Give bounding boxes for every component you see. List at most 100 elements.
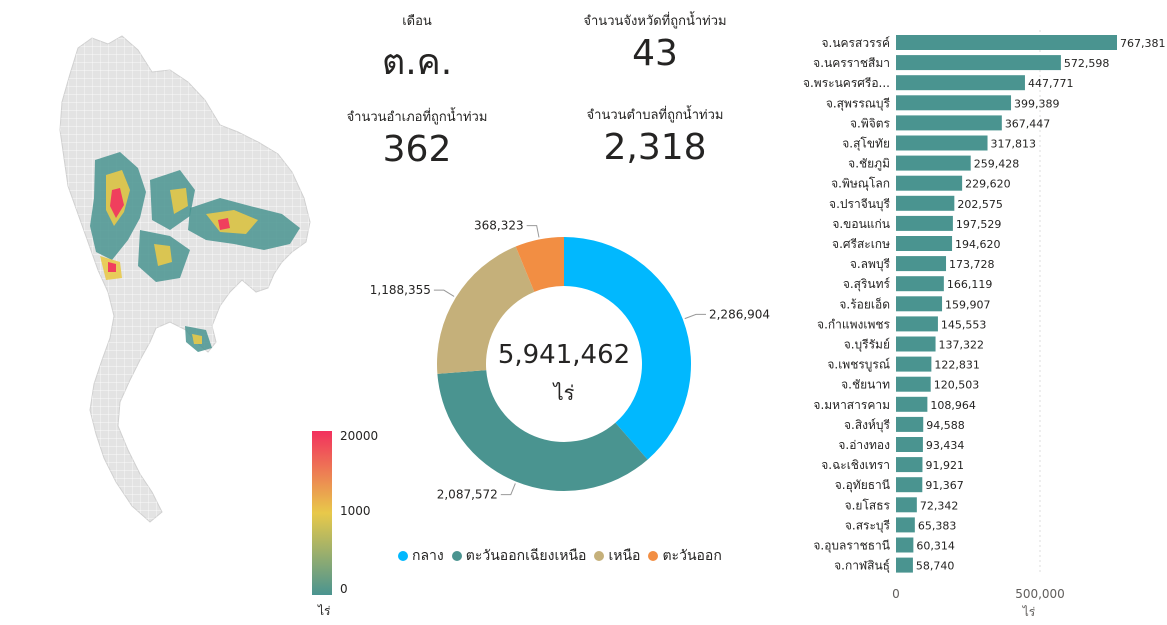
donut-slice[interactable]	[437, 370, 648, 492]
bar[interactable]	[896, 457, 923, 473]
bar[interactable]	[896, 477, 923, 493]
bar[interactable]	[896, 75, 1025, 91]
kpi-month: เดือน ต.ค.	[307, 10, 527, 90]
kpi-provinces-label: จำนวนจังหวัดที่ถูกน้ำท่วม	[583, 14, 727, 29]
bar-category-label: จ.สุพรรณบุรี	[826, 96, 891, 111]
bar-category-label: จ.เพชรบูรณ์	[827, 358, 890, 373]
bar-value-label: 194,620	[955, 238, 1001, 251]
legend-item-east[interactable]: ตะวันออก	[648, 545, 722, 567]
donut-value-label: 368,323	[474, 219, 524, 233]
bar[interactable]	[896, 155, 971, 171]
kpi-subdistricts: จำนวนตำบลที่ถูกน้ำท่วม 2,318	[545, 104, 765, 168]
bar-category-label: จ.ชัยภูมิ	[848, 157, 890, 172]
bar-category-label: จ.นครสวรรค์	[821, 36, 890, 50]
bar-value-label: 317,813	[991, 138, 1037, 151]
donut-labels: 2,286,904 2,087,572 1,188,355 368,323	[370, 219, 770, 502]
legend-dot-north	[594, 551, 605, 561]
bar-value-label: 202,575	[957, 198, 1003, 211]
bar[interactable]	[896, 95, 1012, 111]
bar[interactable]	[896, 256, 947, 272]
kpi-districts-value: 362	[382, 129, 452, 170]
bar-category-label: จ.พระนครศรีอ...	[803, 76, 890, 90]
bar[interactable]	[896, 376, 931, 392]
bar-category-label: จ.นครราชสีมา	[813, 56, 890, 70]
kpi-districts-label: จำนวนอำเภอที่ถูกน้ำท่วม	[346, 110, 488, 125]
bar-category-label: จ.บุรีรัมย์	[844, 338, 890, 353]
kpi-month-value: ต.ค.	[381, 42, 453, 83]
bar[interactable]	[896, 557, 913, 573]
donut-slice[interactable]	[564, 237, 691, 460]
donut-center-unit: ไร่	[552, 381, 575, 405]
bar-value-label: 72,342	[920, 499, 959, 512]
bar[interactable]	[896, 437, 923, 452]
bar-category-label: จ.อุบลราชธานี	[813, 539, 890, 554]
legend-mid-label: 1000	[340, 504, 371, 518]
bar[interactable]	[896, 55, 1061, 71]
bar[interactable]	[896, 316, 938, 332]
bar[interactable]	[896, 135, 988, 151]
bar-category-label: จ.ปราจีนบุรี	[829, 197, 890, 212]
bar[interactable]	[896, 35, 1117, 50]
bar-value-label: 122,831	[934, 359, 980, 372]
bar-category-label: จ.ร้อยเอ็ด	[839, 296, 890, 311]
bar-category-label: จ.ชัยนาท	[841, 378, 890, 392]
bar-category-label: จ.สุรินทร์	[843, 277, 891, 292]
bar-category-label: จ.ศรีสะเกษ	[832, 237, 890, 251]
bar[interactable]	[896, 276, 944, 292]
bar-category-label: จ.พิษณุโลก	[831, 177, 890, 192]
bar[interactable]	[896, 497, 917, 513]
bar-category-label: จ.กาฬสินธุ์	[834, 559, 890, 574]
bar-category-label: จ.สระบุรี	[845, 518, 891, 533]
kpi-provinces-value: 43	[632, 33, 678, 74]
bar-category-label: จ.ขอนแก่น	[832, 217, 890, 231]
legend-dot-east	[648, 551, 659, 561]
bar-value-label: 91,367	[925, 479, 964, 492]
bar[interactable]	[896, 416, 924, 432]
bar-category-label: จ.พิจิตร	[850, 116, 891, 130]
bar-value-label: 94,588	[926, 419, 965, 432]
legend-max-label: 20000	[340, 429, 378, 443]
bar-value-label: 166,119	[947, 278, 993, 291]
legend-item-northeast[interactable]: ตะวันออกเฉียงเหนือ	[451, 545, 587, 567]
bar[interactable]	[896, 296, 943, 312]
donut-leader-line	[684, 313, 706, 320]
bar[interactable]	[896, 396, 928, 412]
kpi-month-label: เดือน	[402, 14, 432, 29]
bar[interactable]	[896, 537, 914, 553]
bar-value-label: 572,598	[1064, 57, 1110, 70]
bar[interactable]	[896, 336, 936, 352]
map-boundaries	[60, 36, 310, 522]
map-color-legend: 20000 1000 0 ไร่	[312, 429, 378, 618]
legend-item-central[interactable]: กลาง	[398, 545, 444, 567]
bar-xtick-1: 500,000	[1015, 587, 1065, 601]
bar[interactable]	[896, 195, 955, 211]
bar[interactable]	[896, 175, 963, 191]
bar-value-label: 447,771	[1028, 77, 1074, 90]
donut-center-value: 5,941,462	[498, 340, 630, 370]
province-bar-chart: จ.นครสวรรค์ 767,381 จ.นครราชสีมา 572,598 จ.พ…	[803, 30, 1166, 619]
flooded-areas	[90, 152, 300, 352]
bar-value-label: 159,907	[945, 298, 991, 311]
bar-category-label: จ.อ่างทอง	[838, 438, 890, 452]
bar[interactable]	[896, 517, 915, 533]
bar-value-label: 173,728	[949, 258, 995, 271]
bar-value-label: 229,620	[965, 178, 1011, 191]
bar[interactable]	[896, 356, 932, 372]
bar-value-label: 367,447	[1005, 117, 1051, 130]
bar-rows: จ.นครสวรรค์ 767,381 จ.นครราชสีมา 572,598 จ.พ…	[803, 35, 1166, 574]
bar-category-label: จ.ลพบุรี	[850, 257, 891, 272]
bar-category-label: จ.สุโขทัย	[842, 137, 890, 152]
donut-slice[interactable]	[437, 246, 535, 374]
bar-value-label: 120,503	[934, 379, 980, 392]
bar[interactable]	[896, 215, 953, 231]
legend-label-northeast: ตะวันออกเฉียงเหนือ	[465, 548, 587, 564]
bar[interactable]	[896, 115, 1002, 131]
bar[interactable]	[896, 236, 953, 251]
bar-category-label: จ.กำแพงเพชร	[817, 317, 891, 331]
legend-item-north[interactable]: เหนือ	[594, 545, 640, 567]
bar-category-label: จ.มหาสารคาม	[813, 398, 890, 412]
thailand-flood-map	[59, 35, 311, 523]
legend-dot-central	[398, 551, 408, 561]
bar-xlabel: ไร่	[1022, 605, 1036, 619]
donut-slice[interactable]	[515, 237, 564, 292]
